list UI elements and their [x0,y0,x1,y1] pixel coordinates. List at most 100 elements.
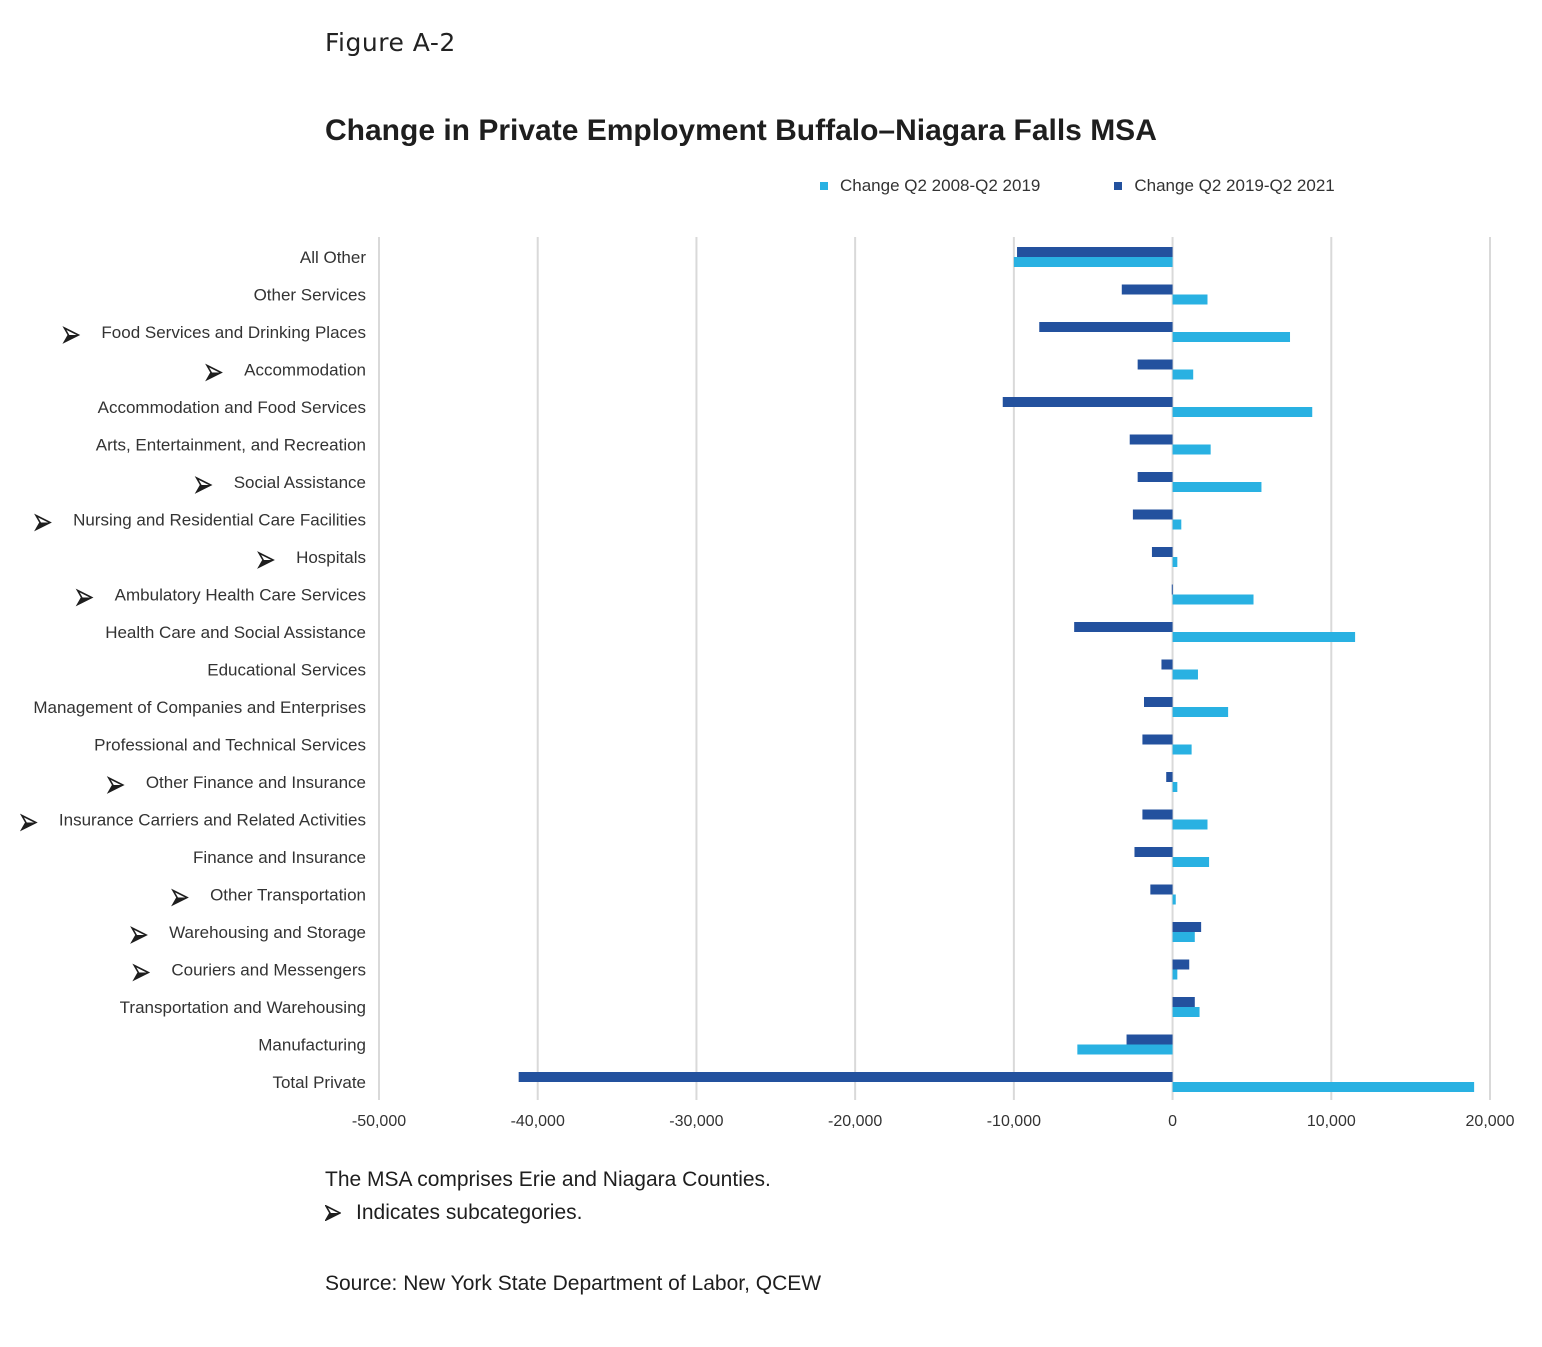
category-label: Arts, Entertainment, and Recreation [96,436,366,455]
bar-series2 [1134,847,1173,857]
category-label: Other Services [254,286,366,305]
bar-chart: All Other Other Services Food Services and… [19,237,1515,1130]
category-label: Health Care and Social Assistance [105,623,366,642]
bar-series2 [1137,359,1173,370]
legend-item-series2: Change Q2 2019-Q2 2021 [1114,176,1335,196]
x-tick-label: 20,000 [1466,1113,1515,1130]
category-label: Accommodation [244,361,366,380]
bar-series1 [1172,782,1178,792]
arrowhead-icon [171,888,189,907]
bar-series1 [1172,444,1211,455]
arrowhead-fill [207,372,222,380]
category-label: Couriers and Messengers [171,961,366,980]
bar-series1 [1172,857,1210,867]
category-label: Manufacturing [258,1036,366,1055]
bar-series1 [1172,744,1192,755]
bar-series2 [1166,772,1173,782]
category-label: Other Transportation [210,886,366,905]
bar-series1 [1172,932,1195,942]
bar-series1 [1077,1044,1173,1055]
bar-series1 [1172,632,1356,642]
bar-series1 [1172,1007,1200,1017]
bar-series2 [1151,547,1173,557]
bar-series1 [1172,407,1313,417]
legend-swatch-series1 [820,182,828,190]
note-subcategory-text: Indicates subcategories. [356,1201,583,1224]
category-label: Finance and Insurance [193,848,366,867]
legend-swatch-series2 [1114,182,1123,190]
category-label: Total Private [272,1073,366,1092]
category-label: Professional and Technical Services [94,736,366,755]
bar-series2 [1039,322,1173,332]
bars [518,247,1475,1092]
gridlines [378,237,1491,1100]
bar-series2 [1142,809,1173,820]
bar-series2 [1132,509,1173,520]
x-tick-label: -40,000 [511,1113,565,1130]
arrowhead-fill [134,972,149,980]
arrowhead-fill [64,335,79,342]
bar-series2 [1137,472,1173,482]
category-labels: All Other Other Services Food Services and… [19,248,366,1092]
category-label: Other Finance and Insurance [146,773,366,792]
bar-series1 [1172,669,1198,680]
category-label: Accommodation and Food Services [98,398,366,417]
category-label: Food Services and Drinking Places [101,323,366,342]
category-label: Insurance Carriers and Related Activitie… [59,811,366,830]
arrowhead-fill [77,597,92,605]
x-tick-label: -10,000 [987,1113,1041,1130]
bar-series2 [1150,884,1173,895]
note-msa: The MSA comprises Erie and Niagara Count… [325,1168,771,1191]
category-label: Ambulatory Health Care Services [115,586,366,605]
legend-item-series1: Change Q2 2008-Q2 2019 [820,176,1040,196]
bar-series1 [1172,969,1178,980]
bar-series2 [1126,1034,1173,1045]
arrowhead-icon [257,551,275,569]
arrowhead-icon [130,926,148,944]
category-label: Educational Services [207,661,366,680]
category-label: Warehousing and Storage [169,923,366,942]
bar-series2 [1017,247,1173,257]
bar-series2 [1074,622,1173,632]
note-subcategory: Indicates subcategories. [325,1201,582,1225]
category-label: All Other [300,248,366,267]
arrowhead-fill [21,822,36,830]
x-tick-label: -50,000 [352,1113,406,1130]
bar-series1 [1172,819,1208,830]
bar-series1 [1172,1082,1475,1092]
arrowhead-icon [62,326,81,344]
bar-series1 [1172,332,1291,342]
bar-series2 [1171,584,1173,595]
arrowhead-icon [106,776,125,794]
bar-series2 [1144,697,1173,707]
bar-series1 [1172,557,1178,567]
arrowhead-icon [325,1205,341,1221]
legend-label-series1: Change Q2 2008-Q2 2019 [840,176,1041,195]
bar-series2 [1172,959,1190,970]
bar-series2 [1002,397,1173,407]
x-tick-label: -30,000 [669,1113,723,1130]
arrowhead-icon [19,813,38,832]
bar-series1 [1172,294,1208,305]
arrowhead-icon [132,963,151,982]
bar-series2 [1142,734,1173,745]
arrowhead-fill [36,522,51,530]
arrowhead-icon [34,513,52,532]
category-label: Management of Companies and Enterprises [33,698,366,717]
bar-series1 [1172,707,1229,717]
arrowhead-fill [108,785,123,792]
category-label: Transportation and Warehousing [120,998,366,1017]
legend: Change Q2 2008-Q2 2019 Change Q2 2019-Q2… [820,176,1335,196]
arrowhead-fill [259,560,274,567]
category-label: Nursing and Residential Care Facilities [73,511,366,530]
x-tick-label: 0 [1168,1113,1177,1130]
bar-series1 [1172,894,1176,905]
bar-series1 [1172,369,1194,380]
bar-series2 [1172,922,1202,932]
x-tick-label: -20,000 [828,1113,882,1130]
figure-label: Figure A-2 [325,28,456,57]
arrowhead-icon [194,476,213,494]
bar-series1 [1172,519,1182,530]
chart-title: Change in Private Employment Buffalo–Nia… [325,114,1157,147]
category-label: Social Assistance [234,473,366,492]
